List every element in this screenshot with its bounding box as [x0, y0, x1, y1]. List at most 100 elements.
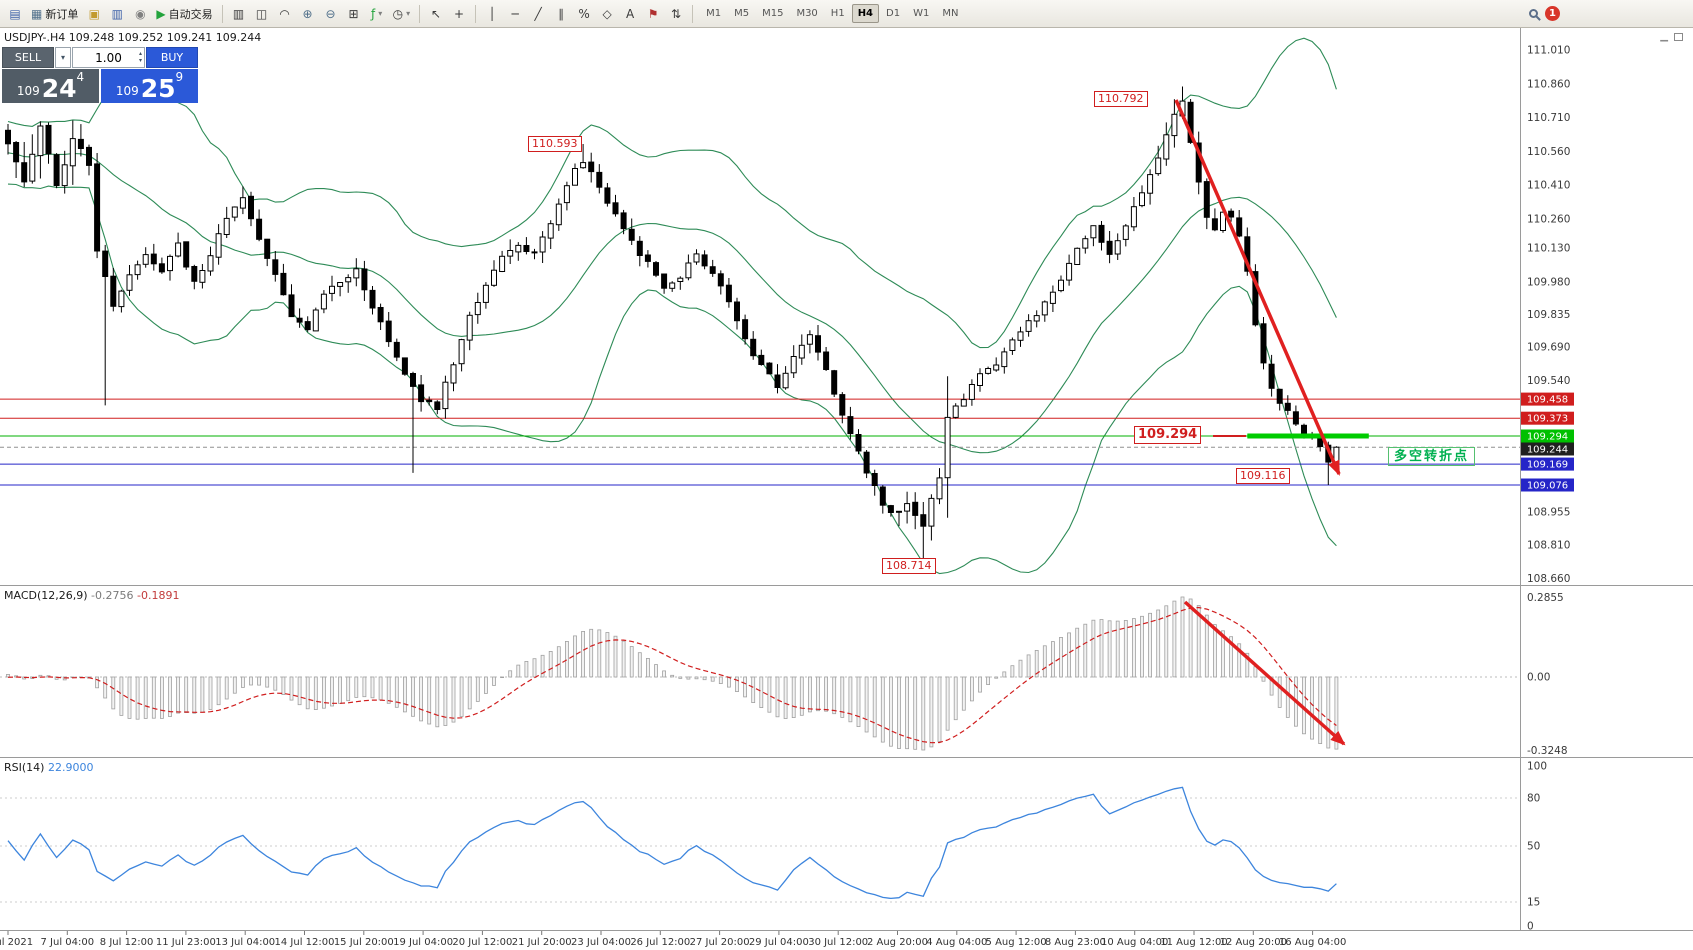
toolbar-separator: [475, 4, 477, 23]
text-tool-icon: A: [625, 6, 635, 21]
candles[interactable]: [5, 86, 1340, 567]
macd-panel[interactable]: 0.2855 0.00 -0.3248: [0, 592, 1568, 757]
periods-menu-button[interactable]: ◷ ▾: [389, 3, 415, 25]
turning-point-label[interactable]: 多空转折点: [1388, 447, 1476, 466]
panel-separators[interactable]: [0, 28, 1693, 932]
strategy-tester-button[interactable]: ▣: [83, 3, 105, 25]
timeframe-button-w1[interactable]: W1: [913, 8, 930, 19]
channel-tool-button[interactable]: ∥: [550, 3, 572, 25]
price-annotation-110792[interactable]: 110.792: [1094, 91, 1148, 107]
macd-main-value: -0.2756: [91, 589, 134, 602]
main-toolbar: ▤ ▦ 新订单 ▣ ▥ ◉ ▶ 自动交易 ▥ ◫ ◠ ⊕ ⊖ ⊞ ƒ ▾ ◷ ▾ ↖ +…: [0, 0, 1693, 28]
trend-arrow-main[interactable]: [1174, 99, 1341, 476]
strategy-tester-icon: ▣: [88, 6, 101, 21]
svg-text:0: 0: [1527, 921, 1534, 933]
svg-text:23 Jul 04:00: 23 Jul 04:00: [571, 937, 631, 948]
price-annotation-108714[interactable]: 108.714: [882, 558, 936, 574]
symbol-ohlc-line: USDJPY-.H4 109.248 109.252 109.241 109.2…: [4, 31, 262, 44]
svg-text:109.076: 109.076: [1527, 481, 1568, 492]
label-tool-button[interactable]: ⚑: [642, 3, 664, 25]
timeframe-button-h1[interactable]: H1: [830, 8, 845, 19]
vertical-line-tool-button[interactable]: │: [481, 3, 503, 25]
buy-pips: 25: [140, 74, 176, 103]
price-annotation-110593[interactable]: 110.593: [528, 136, 582, 152]
new-order-button[interactable]: ▦ 新订单: [27, 3, 82, 25]
minimize-icon[interactable]: ▁: [1660, 31, 1668, 42]
candlestick-icon: ◫: [255, 6, 268, 21]
svg-text:109.373: 109.373: [1527, 414, 1568, 425]
tile-windows-button[interactable]: ⊞: [343, 3, 365, 25]
auto-trading-button[interactable]: ▶ 自动交易: [152, 3, 216, 25]
new-chart-button[interactable]: ▤: [4, 3, 26, 25]
toolbar-separator: [221, 4, 223, 23]
svg-text:2 Aug 20:00: 2 Aug 20:00: [867, 937, 928, 948]
price-annotation-109294[interactable]: 109.294: [1134, 426, 1202, 444]
trendline-tool-button[interactable]: ╱: [527, 3, 549, 25]
crosshair-tool-button[interactable]: +: [448, 3, 470, 25]
rsi-panel[interactable]: 100 80 50 15 0: [0, 761, 1547, 933]
profiles-button[interactable]: ▥: [106, 3, 128, 25]
price-scale[interactable]: 111.010 110.860 110.710 110.560 110.410 110.2…: [1527, 45, 1570, 585]
shapes-tool-button[interactable]: ◇: [596, 3, 618, 25]
svg-text:8 Jul 12:00: 8 Jul 12:00: [100, 937, 154, 948]
svg-text:13 Jul 04:00: 13 Jul 04:00: [215, 937, 275, 948]
timeframe-button-m30[interactable]: M30: [796, 8, 818, 19]
step-up-icon: ▴: [138, 50, 142, 57]
svg-text:109.458: 109.458: [1527, 395, 1568, 406]
svg-text:109.540: 109.540: [1527, 375, 1570, 387]
candlestick-mode-button[interactable]: ◫: [251, 3, 273, 25]
timeframe-button-m5[interactable]: M5: [734, 8, 750, 19]
text-tool-button[interactable]: A: [619, 3, 641, 25]
svg-text:110.260: 110.260: [1527, 213, 1570, 225]
buy-pipette: 9: [175, 70, 184, 84]
price-annotation-109116[interactable]: 109.116: [1236, 468, 1290, 484]
buy-button[interactable]: BUY: [146, 47, 198, 68]
svg-text:29 Jul 04:00: 29 Jul 04:00: [749, 937, 809, 948]
restore-icon[interactable]: [1674, 32, 1683, 41]
fibonacci-tool-button[interactable]: %: [573, 3, 595, 25]
buy-price-display[interactable]: 109 25 9: [101, 69, 198, 103]
fibonacci-icon: %: [578, 6, 590, 21]
sell-price-display[interactable]: 109 24 4: [2, 69, 99, 103]
cursor-tool-button[interactable]: ↖: [425, 3, 447, 25]
notification-badge[interactable]: 1: [1545, 6, 1560, 21]
trade-price-row: 109 24 4 109 25 9: [2, 69, 198, 103]
zoom-out-button[interactable]: ⊖: [320, 3, 342, 25]
bar-chart-mode-button[interactable]: ▥: [228, 3, 250, 25]
indicators-menu-button[interactable]: ƒ ▾: [366, 3, 388, 25]
zoom-in-button[interactable]: ⊕: [297, 3, 319, 25]
horizontal-line-tool-button[interactable]: ─: [504, 3, 526, 25]
alerts-button[interactable]: ◉: [129, 3, 151, 25]
sell-button[interactable]: SELL: [2, 47, 54, 68]
trade-options-dropdown[interactable]: ▾: [55, 47, 71, 68]
svg-text:0.2855: 0.2855: [1527, 592, 1564, 604]
volume-value: 1.00: [95, 50, 122, 65]
search-icon: [1528, 9, 1538, 18]
rsi-value: 22.9000: [47, 761, 94, 774]
bollinger-bands: [7, 37, 1337, 575]
svg-text:14 Jul 12:00: 14 Jul 12:00: [275, 937, 335, 948]
svg-text:109.294: 109.294: [1527, 432, 1568, 443]
timeframe-button-m15[interactable]: M15: [762, 8, 784, 19]
timeframe-button-mn[interactable]: MN: [942, 8, 959, 19]
volume-stepper[interactable]: ▴ ▾: [139, 50, 142, 64]
profiles-icon: ▥: [111, 6, 124, 21]
line-chart-mode-button[interactable]: ◠: [274, 3, 296, 25]
timeframe-button-d1[interactable]: D1: [886, 8, 901, 19]
svg-text:109.690: 109.690: [1527, 342, 1570, 354]
horizontal-level-lines[interactable]: [0, 398, 1520, 486]
auto-trading-icon: ▶: [156, 6, 166, 21]
timeframe-button-m1[interactable]: M1: [706, 8, 722, 19]
search-button[interactable]: [1522, 3, 1544, 25]
macd-name: MACD(12,26,9): [4, 589, 88, 602]
svg-text:108.810: 108.810: [1527, 539, 1570, 551]
flag-icon: ⚑: [647, 6, 659, 21]
trade-controls-row: SELL ▾ 1.00 ▴ ▾ BUY: [2, 47, 198, 68]
alerts-icon: ◉: [135, 6, 146, 21]
timeframe-button-h4[interactable]: H4: [851, 4, 880, 23]
arrows-tool-button[interactable]: ⇅: [665, 3, 687, 25]
volume-input[interactable]: 1.00 ▴ ▾: [72, 47, 145, 68]
trend-arrow-macd[interactable]: [1183, 600, 1346, 746]
